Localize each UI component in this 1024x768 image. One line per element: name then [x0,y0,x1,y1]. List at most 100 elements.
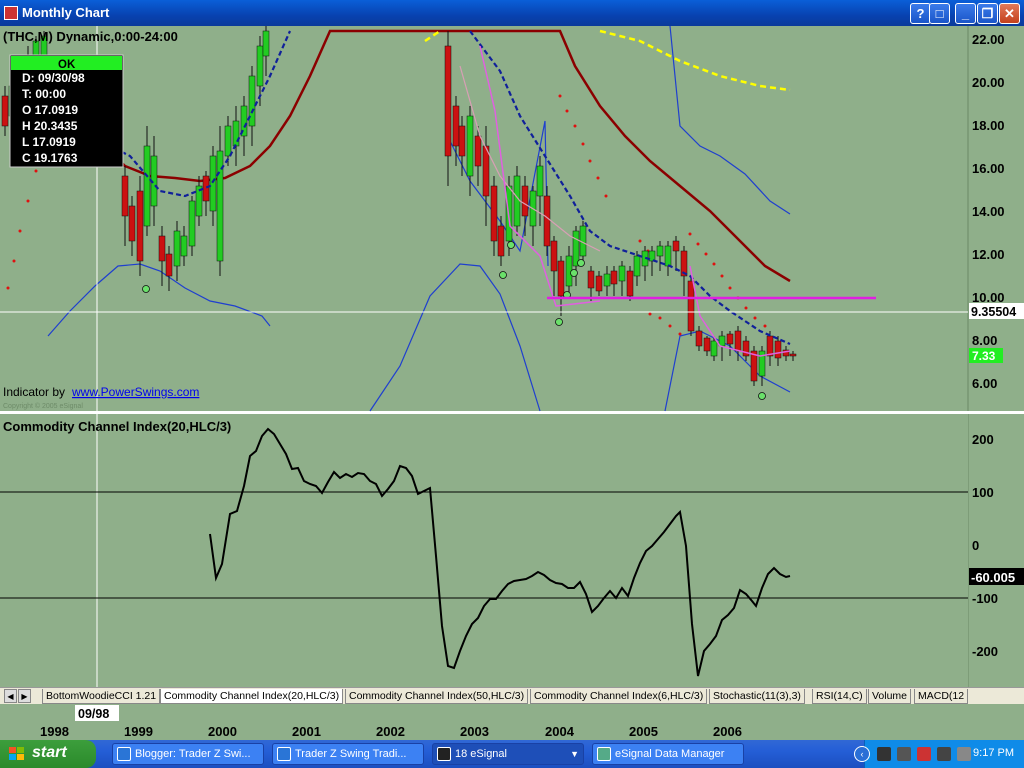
taskbar: start Blogger: Trader Z Swi... Trader Z … [0,740,1024,768]
ma-segment [99,30,292,198]
data-window-row: D: 09/30/98 [22,71,85,85]
crosshair-price: 9.35504 [971,305,1016,319]
candle-body [262,30,270,57]
year-label: 2002 [376,724,405,739]
system-tray: ‹ 9:17 PM [854,740,1024,768]
candle-body [742,340,750,357]
tab-scroll-left-icon[interactable]: ◀ [4,689,17,703]
candle-body [550,240,558,272]
cci-pane[interactable] [0,414,968,687]
clock: 9:17 PM [973,747,1014,759]
candle-body [513,175,521,227]
psar-dot [668,324,672,328]
psar-dot [26,199,30,203]
candle-body [452,105,460,147]
restore-chart-button[interactable]: □ [929,3,950,24]
psar-dot [688,232,692,236]
start-button[interactable]: start [0,740,96,768]
tab-stochastic[interactable]: Stochastic(11(3),3) [709,689,805,704]
candle-body [687,280,695,332]
candle-body [695,330,703,347]
tab-rsi[interactable]: RSI(14,C) [812,689,867,704]
tab-cci-20[interactable]: Commodity Channel Index(20,HLC/3) [160,689,344,704]
network-icon[interactable] [877,747,891,761]
esignal-icon [437,747,451,761]
price-tick: 12.00 [972,247,1005,262]
candle-body [195,185,203,217]
ie-icon [277,747,291,761]
powerswings-link[interactable]: www.PowerSwings.com [71,385,199,399]
psar-dot [744,306,748,310]
candle-body [173,230,181,267]
last-price: 7.33 [972,349,996,363]
data-manager-icon [597,747,611,761]
security-icon[interactable] [917,747,931,761]
year-label: 2004 [545,724,575,739]
data-window-status: OK [58,59,76,71]
maximize-button[interactable]: ❐ [977,3,998,24]
psar-dot [565,109,569,113]
price-tick: 16.00 [972,161,1005,176]
sma-segment [73,29,791,283]
psar-dot [712,262,716,266]
price-tick: 20.00 [972,75,1005,90]
printer-icon[interactable] [897,747,911,761]
psar-dot [558,94,562,98]
price-chart[interactable]: 22.00 20.00 18.00 16.00 14.00 12.00 10.0… [0,26,1024,687]
candle-body [497,225,505,257]
copyright: Copyright © 2005 eSignal [3,402,83,410]
psar-dot [763,324,767,328]
monitor-icon[interactable] [937,747,951,761]
price-tick: 6.00 [972,376,997,391]
cci-tick: 0 [972,538,979,553]
crosshair-price-box [969,303,1024,319]
price-pane[interactable] [0,26,968,411]
tab-cci-50[interactable]: Commodity Channel Index(50,HLC/3) [345,689,529,704]
tab-bottomwoodiecci[interactable]: BottomWoodieCCI 1.21 [42,689,161,704]
taskbar-item-esignal[interactable]: 18 eSignal ▼ [432,743,584,765]
chart-area[interactable]: 22.00 20.00 18.00 16.00 14.00 12.00 10.0… [0,26,1024,687]
band-segment [369,263,541,412]
candle-body [180,235,188,257]
pane-separator[interactable] [0,411,968,414]
help-button[interactable]: ? [910,3,931,24]
yellow-moving-average [424,29,791,92]
close-button[interactable]: ✕ [999,3,1020,24]
taskbar-item-label: eSignal Data Manager [615,748,725,760]
taskbar-item-blogger[interactable]: Blogger: Trader Z Swi... [112,743,264,765]
taskbar-item-trader-z[interactable]: Trader Z Swing Tradi... [272,743,424,765]
candle-body [587,270,595,289]
cci-line [209,427,791,677]
year-label: 2001 [292,724,321,739]
title-bar[interactable]: Monthly Chart ? □ _ ❐ ✕ [0,0,1024,26]
year-label: 1999 [124,724,153,739]
long-moving-average [73,29,791,283]
psar-dot [12,259,16,263]
dropdown-arrow-icon: ▼ [570,749,579,759]
psar-dot [728,286,732,290]
candle-body [158,235,166,262]
candle-body [165,253,173,277]
candle-body [1,95,9,127]
candle-body [774,340,782,359]
minimize-button[interactable]: _ [955,3,976,24]
tab-cci-6[interactable]: Commodity Channel Index(6,HLC/3) [530,689,708,704]
psar-dot [696,242,700,246]
psar-dot [6,286,10,290]
candle-body [458,125,466,157]
tab-scroll-right-icon[interactable]: ▶ [18,689,31,703]
volume-icon[interactable] [957,747,971,761]
tab-volume[interactable]: Volume [868,689,912,704]
candle-body [248,75,256,127]
ma-segment [689,265,791,357]
candle-body [672,240,680,252]
candle-body [466,115,474,177]
tray-expand-icon[interactable]: ‹ [854,746,870,762]
candle-body [209,155,217,212]
cci-value: -60.005 [971,570,1015,585]
data-window-row: O 17.0919 [22,103,78,117]
candle-body [143,145,151,227]
tab-macd[interactable]: MACD(12 [914,689,969,704]
taskbar-item-data-manager[interactable]: eSignal Data Manager [592,743,744,765]
candle-body [240,105,248,137]
